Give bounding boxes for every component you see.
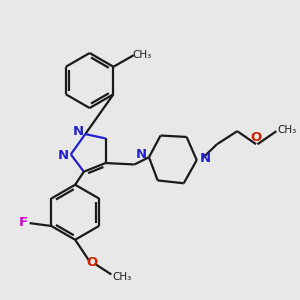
Text: N: N	[135, 148, 146, 161]
Text: O: O	[250, 131, 262, 144]
Text: O: O	[86, 256, 98, 268]
Text: CH₃: CH₃	[278, 125, 297, 135]
Text: N: N	[58, 149, 69, 162]
Text: N: N	[199, 152, 210, 165]
Text: CH₃: CH₃	[113, 272, 132, 282]
Text: N: N	[73, 125, 84, 138]
Text: CH₃: CH₃	[133, 50, 152, 60]
Text: F: F	[19, 216, 28, 229]
